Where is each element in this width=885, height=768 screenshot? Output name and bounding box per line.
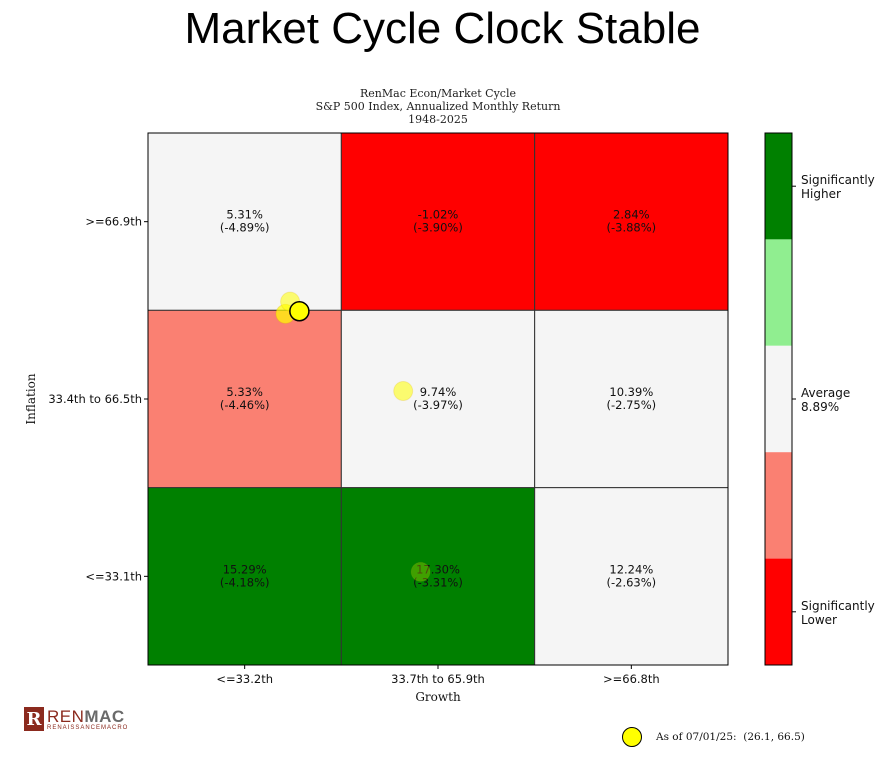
- cell-value-label: 15.29%: [223, 562, 267, 576]
- trail-point: [393, 381, 414, 402]
- y-ticks: >=66.9th 33.4th to 66.5th <=33.1th: [48, 215, 148, 583]
- x-tick-label: 33.7th to 65.9th: [391, 672, 485, 686]
- cell-value-label: 5.33%: [226, 385, 263, 399]
- cell-se-label: (-4.46%): [220, 398, 270, 412]
- heatmap-cells: 5.31%(-4.89%) -1.02%(-3.90%) 2.84%(-3.88%)…: [147, 132, 729, 666]
- y-tick-label: >=66.9th: [85, 215, 142, 229]
- x-tick-label: >=66.8th: [603, 672, 660, 686]
- cell-se-label: (-3.97%): [413, 398, 463, 412]
- heatmap-cell: [340, 132, 536, 311]
- x-tick-label: <=33.2th: [216, 672, 273, 686]
- heatmap-cell: [534, 487, 729, 666]
- y-tick-label: <=33.1th: [85, 569, 142, 583]
- current-point-label: As of 07/01/25: (26.1, 66.5): [656, 731, 805, 743]
- cell-value-label: 5.31%: [226, 208, 263, 222]
- colorbar-segment: [765, 452, 792, 559]
- colorbar-segment: [765, 345, 792, 453]
- trail-point: [410, 561, 431, 582]
- colorbar-label: 8.89%: [801, 400, 839, 414]
- colorbar-segment: [765, 239, 792, 346]
- cell-value-label: 9.74%: [420, 385, 457, 399]
- chart-title-line-3: 1948-2025: [408, 113, 468, 126]
- cell-se-label: (-3.88%): [607, 221, 657, 235]
- cell-se-label: (-4.89%): [220, 221, 270, 235]
- slide-title: Market Cycle Clock Stable: [184, 4, 701, 53]
- current-point: [289, 300, 310, 322]
- chart-title-line-2: S&P 500 Index, Annualized Monthly Return: [315, 100, 561, 113]
- renmac-logo: R RENMAC RENAISSANCEMACRO: [24, 706, 128, 732]
- cell-se-label: (-3.90%): [413, 221, 463, 235]
- trail-points: [275, 291, 431, 582]
- logo-name-bold: MAC: [84, 706, 125, 726]
- heatmap-cell: [147, 487, 342, 666]
- cell-se-label: (-2.75%): [607, 398, 657, 412]
- logo-tagline: RENAISSANCEMACRO: [47, 724, 129, 731]
- colorbar-label: Average: [801, 386, 850, 400]
- current-point-marker-icon: [622, 727, 642, 747]
- cell-se-label: (-4.18%): [220, 575, 270, 589]
- colorbar-segment: [765, 558, 792, 665]
- cell-se-label: (-2.63%): [607, 575, 657, 589]
- x-axis-label: Growth: [415, 690, 461, 704]
- y-tick-label: 33.4th to 66.5th: [48, 392, 142, 406]
- cell-value-label: 12.24%: [609, 562, 653, 576]
- current-point-legend: As of 07/01/25: (26.1, 66.5): [622, 726, 805, 748]
- colorbar-label: Significantly: [801, 173, 875, 187]
- logo-name-light: REN: [47, 706, 85, 726]
- heatmap-cell: [534, 132, 729, 311]
- colorbar-label: Higher: [801, 187, 841, 201]
- logo-mark: R: [24, 707, 44, 731]
- heatmap-cell: [534, 309, 729, 489]
- cell-se-label: (-3.31%): [413, 575, 463, 589]
- cell-value-label: 17.30%: [416, 562, 460, 576]
- heatmap-cell: [340, 487, 536, 666]
- cell-value-label: 10.39%: [609, 385, 653, 399]
- x-ticks: <=33.2th 33.7th to 65.9th >=66.8th: [216, 665, 660, 686]
- colorbar-label: Significantly: [801, 599, 875, 613]
- y-axis-label: Inflation: [24, 373, 38, 425]
- colorbar-label: Lower: [801, 613, 837, 627]
- cell-value-label: -1.02%: [418, 208, 459, 222]
- colorbar-segment: [765, 133, 792, 240]
- cell-value-label: 2.84%: [613, 208, 650, 222]
- chart-title-line-1: RenMac Econ/Market Cycle: [360, 87, 516, 100]
- chart-title: RenMac Econ/Market Cycle S&P 500 Index, …: [148, 87, 728, 126]
- colorbar: SignificantlyHigherAverage8.89%Significa…: [764, 132, 875, 666]
